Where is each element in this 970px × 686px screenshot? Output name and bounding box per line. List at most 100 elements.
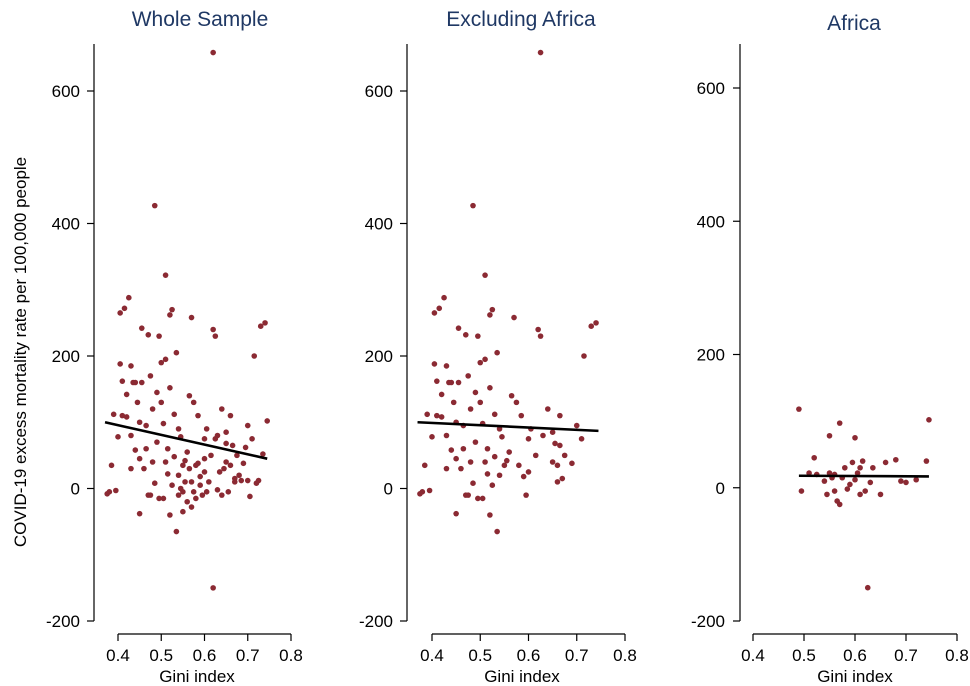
data-point — [852, 476, 858, 483]
data-point — [477, 359, 484, 366]
data-point — [197, 473, 203, 480]
panel-title: Africa — [827, 12, 881, 35]
x-tick-label: 0.5 — [149, 646, 173, 665]
data-point — [236, 472, 242, 479]
data-point — [870, 464, 876, 471]
data-point — [195, 460, 201, 467]
data-point — [182, 479, 188, 485]
data-point — [477, 399, 484, 406]
x-tick-label: 0.8 — [945, 646, 969, 665]
x-tick-label: 0.6 — [517, 646, 541, 665]
data-point — [438, 391, 445, 398]
data-point — [487, 312, 493, 318]
data-point — [508, 392, 515, 399]
data-point — [462, 332, 469, 338]
data-point — [210, 585, 216, 591]
data-point — [154, 389, 160, 396]
data-point — [434, 412, 440, 419]
data-point — [149, 406, 156, 412]
data-point — [110, 411, 117, 418]
data-point — [549, 459, 556, 465]
y-tick-label: 400 — [52, 215, 80, 234]
x-axis-title: Gini index — [817, 667, 893, 686]
data-point — [518, 412, 525, 419]
data-point — [867, 479, 874, 486]
x-axis-title: Gini index — [484, 667, 560, 686]
data-point — [847, 481, 853, 488]
fit-line — [104, 420, 268, 460]
data-point — [859, 458, 866, 464]
data-point — [475, 495, 481, 502]
y-tick-label: 400 — [697, 212, 725, 231]
data-point — [154, 439, 160, 445]
data-point — [190, 489, 197, 495]
data-point — [106, 489, 113, 495]
data-point — [257, 323, 264, 329]
data-point — [138, 379, 145, 386]
data-point — [545, 406, 551, 412]
data-point — [164, 445, 171, 452]
data-point — [826, 432, 833, 439]
data-point — [798, 488, 805, 494]
data-point — [857, 491, 863, 498]
data-point — [203, 489, 210, 495]
x-tick-label: 0.8 — [613, 646, 637, 665]
data-point — [126, 294, 132, 301]
data-point — [115, 434, 121, 440]
data-point — [438, 414, 445, 420]
data-point — [210, 326, 216, 333]
data-point — [511, 314, 517, 321]
data-point — [160, 495, 167, 502]
data-point — [247, 493, 253, 500]
data-point — [244, 422, 251, 429]
data-point — [206, 479, 212, 485]
data-point — [578, 436, 585, 442]
data-point — [561, 452, 568, 459]
data-point — [434, 378, 440, 384]
data-point — [862, 488, 868, 494]
data-point — [151, 202, 158, 209]
data-point — [496, 472, 503, 479]
data-point — [467, 459, 474, 465]
data-point — [532, 452, 539, 459]
data-point — [134, 399, 141, 406]
data-point — [926, 416, 932, 423]
y-tick-label: 200 — [365, 347, 393, 366]
data-point — [138, 325, 145, 331]
data-point — [424, 411, 430, 418]
data-point — [180, 508, 186, 515]
data-point — [210, 49, 216, 56]
data-point — [525, 436, 532, 442]
data-point — [164, 471, 171, 477]
data-point — [175, 472, 182, 479]
data-point — [214, 487, 221, 493]
panel-whole-sample: Whole Sample -200 0 200 400 600 0.4 0.5 0.6 0.7 0.… — [46, 8, 303, 686]
data-point — [513, 399, 520, 406]
data-point — [147, 492, 154, 498]
data-point — [234, 452, 240, 459]
data-point — [465, 373, 471, 379]
data-point — [121, 305, 128, 312]
data-point — [208, 452, 214, 459]
data-point — [171, 411, 178, 418]
data-point — [113, 487, 119, 494]
data-point — [212, 333, 219, 339]
data-point — [219, 492, 225, 498]
x-axis-title: Gini index — [159, 667, 235, 686]
data-point — [180, 462, 186, 469]
data-point — [227, 462, 234, 469]
data-point — [244, 477, 251, 484]
data-point — [123, 391, 130, 398]
data-point — [557, 412, 563, 419]
data-point — [573, 422, 580, 429]
data-point — [132, 447, 139, 453]
fit-line — [417, 420, 599, 433]
data-point — [460, 445, 467, 452]
data-point — [470, 480, 476, 487]
data-point — [441, 294, 447, 301]
data-point — [249, 436, 255, 442]
data-point — [849, 459, 856, 466]
data-point — [537, 49, 544, 56]
data-point — [149, 459, 156, 465]
data-point — [162, 356, 169, 363]
